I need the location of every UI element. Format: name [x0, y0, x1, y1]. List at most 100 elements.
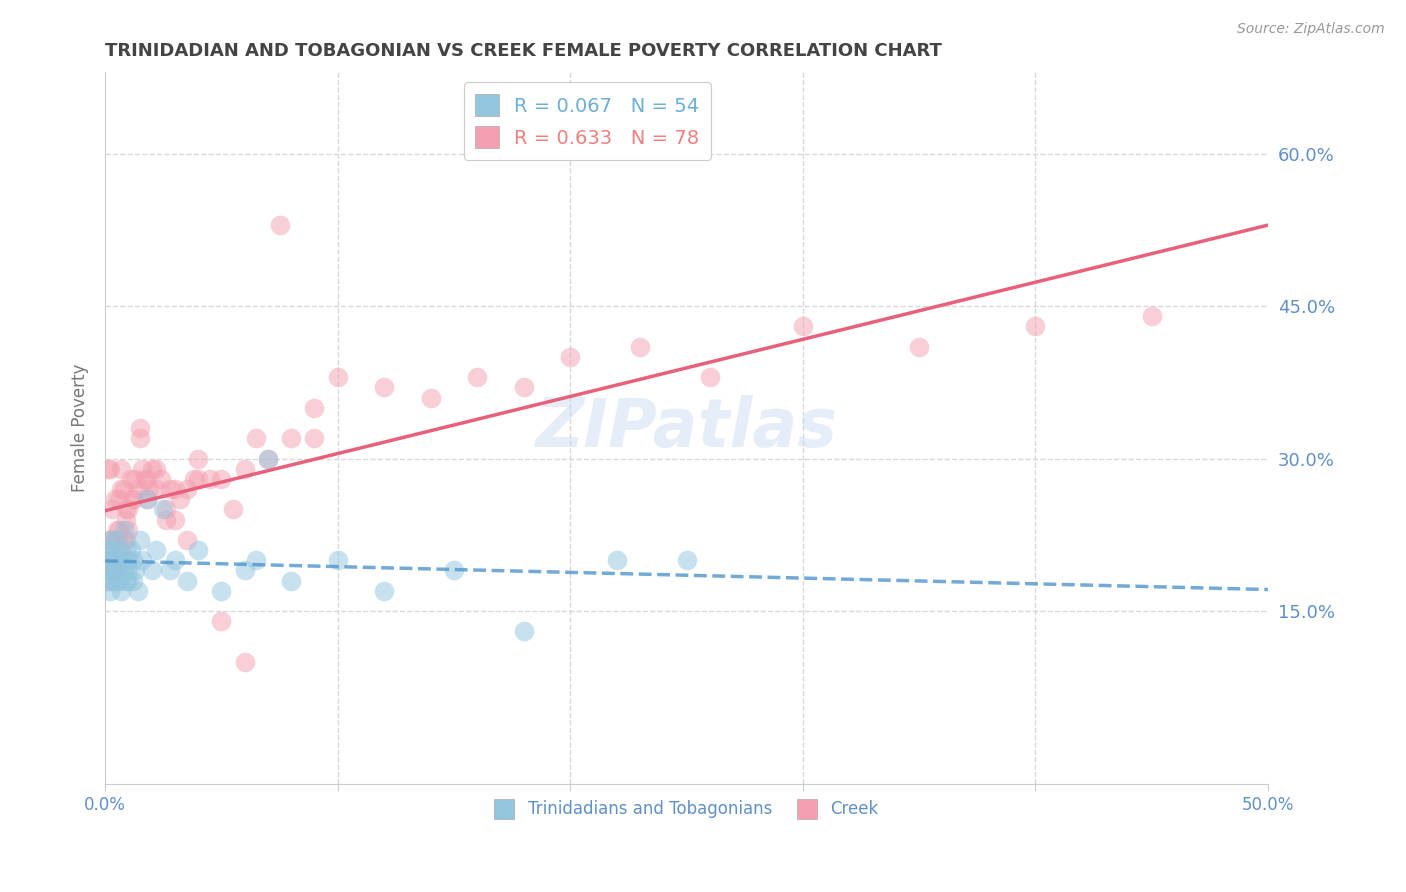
Point	[105, 533, 128, 547]
Point	[628, 340, 651, 354]
Point	[145, 543, 167, 558]
Point	[98, 461, 121, 475]
Point	[136, 492, 159, 507]
Point	[98, 563, 121, 577]
Point	[257, 451, 280, 466]
Point	[560, 350, 582, 364]
Point	[176, 533, 198, 547]
Point	[101, 563, 124, 577]
Point	[96, 553, 118, 567]
Point	[131, 461, 153, 475]
Point	[115, 502, 138, 516]
Point	[675, 553, 697, 567]
Point	[117, 574, 139, 588]
Point	[136, 472, 159, 486]
Legend: Trinidadians and Tobagonians, Creek: Trinidadians and Tobagonians, Creek	[488, 793, 886, 825]
Point	[141, 563, 163, 577]
Point	[792, 319, 814, 334]
Point	[115, 543, 138, 558]
Point	[373, 583, 395, 598]
Point	[163, 482, 186, 496]
Y-axis label: Female Poverty: Female Poverty	[72, 364, 89, 492]
Point	[176, 574, 198, 588]
Point	[105, 553, 128, 567]
Point	[211, 472, 233, 486]
Point	[198, 472, 221, 486]
Point	[108, 543, 131, 558]
Point	[373, 380, 395, 394]
Point	[127, 583, 149, 598]
Point	[124, 472, 146, 486]
Point	[96, 461, 118, 475]
Point	[419, 391, 441, 405]
Point	[211, 583, 233, 598]
Point	[257, 451, 280, 466]
Point	[98, 533, 121, 547]
Point	[233, 655, 256, 669]
Point	[145, 482, 167, 496]
Point	[101, 502, 124, 516]
Point	[98, 533, 121, 547]
Point	[103, 563, 125, 577]
Point	[101, 574, 124, 588]
Point	[233, 563, 256, 577]
Point	[908, 340, 931, 354]
Point	[443, 563, 465, 577]
Point	[110, 461, 132, 475]
Point	[122, 574, 145, 588]
Point	[233, 461, 256, 475]
Point	[155, 512, 177, 526]
Point	[122, 492, 145, 507]
Point	[1024, 319, 1046, 334]
Point	[187, 451, 209, 466]
Point	[163, 512, 186, 526]
Point	[326, 553, 349, 567]
Point	[96, 553, 118, 567]
Point	[699, 370, 721, 384]
Point	[187, 543, 209, 558]
Point	[112, 563, 135, 577]
Text: Source: ZipAtlas.com: Source: ZipAtlas.com	[1237, 22, 1385, 37]
Point	[120, 543, 142, 558]
Point	[304, 431, 326, 445]
Point	[187, 472, 209, 486]
Point	[280, 431, 302, 445]
Point	[96, 574, 118, 588]
Point	[513, 624, 536, 639]
Point	[103, 533, 125, 547]
Point	[606, 553, 628, 567]
Point	[120, 472, 142, 486]
Point	[222, 502, 245, 516]
Point	[115, 574, 138, 588]
Text: ZIPatlas: ZIPatlas	[536, 395, 838, 461]
Point	[122, 553, 145, 567]
Point	[159, 482, 181, 496]
Point	[129, 431, 152, 445]
Point	[117, 523, 139, 537]
Point	[183, 472, 205, 486]
Point	[96, 563, 118, 577]
Point	[211, 614, 233, 628]
Point	[131, 553, 153, 567]
Point	[122, 492, 145, 507]
Point	[103, 553, 125, 567]
Point	[108, 492, 131, 507]
Point	[127, 482, 149, 496]
Point	[155, 502, 177, 516]
Text: TRINIDADIAN AND TOBAGONIAN VS CREEK FEMALE POVERTY CORRELATION CHART: TRINIDADIAN AND TOBAGONIAN VS CREEK FEMA…	[105, 42, 942, 60]
Point	[112, 533, 135, 547]
Point	[108, 574, 131, 588]
Point	[163, 553, 186, 567]
Point	[108, 523, 131, 537]
Point	[245, 553, 267, 567]
Point	[245, 431, 267, 445]
Point	[112, 482, 135, 496]
Point	[269, 218, 291, 232]
Point	[150, 472, 173, 486]
Point	[101, 553, 124, 567]
Point	[110, 482, 132, 496]
Point	[176, 482, 198, 496]
Point	[141, 461, 163, 475]
Point	[124, 563, 146, 577]
Point	[326, 370, 349, 384]
